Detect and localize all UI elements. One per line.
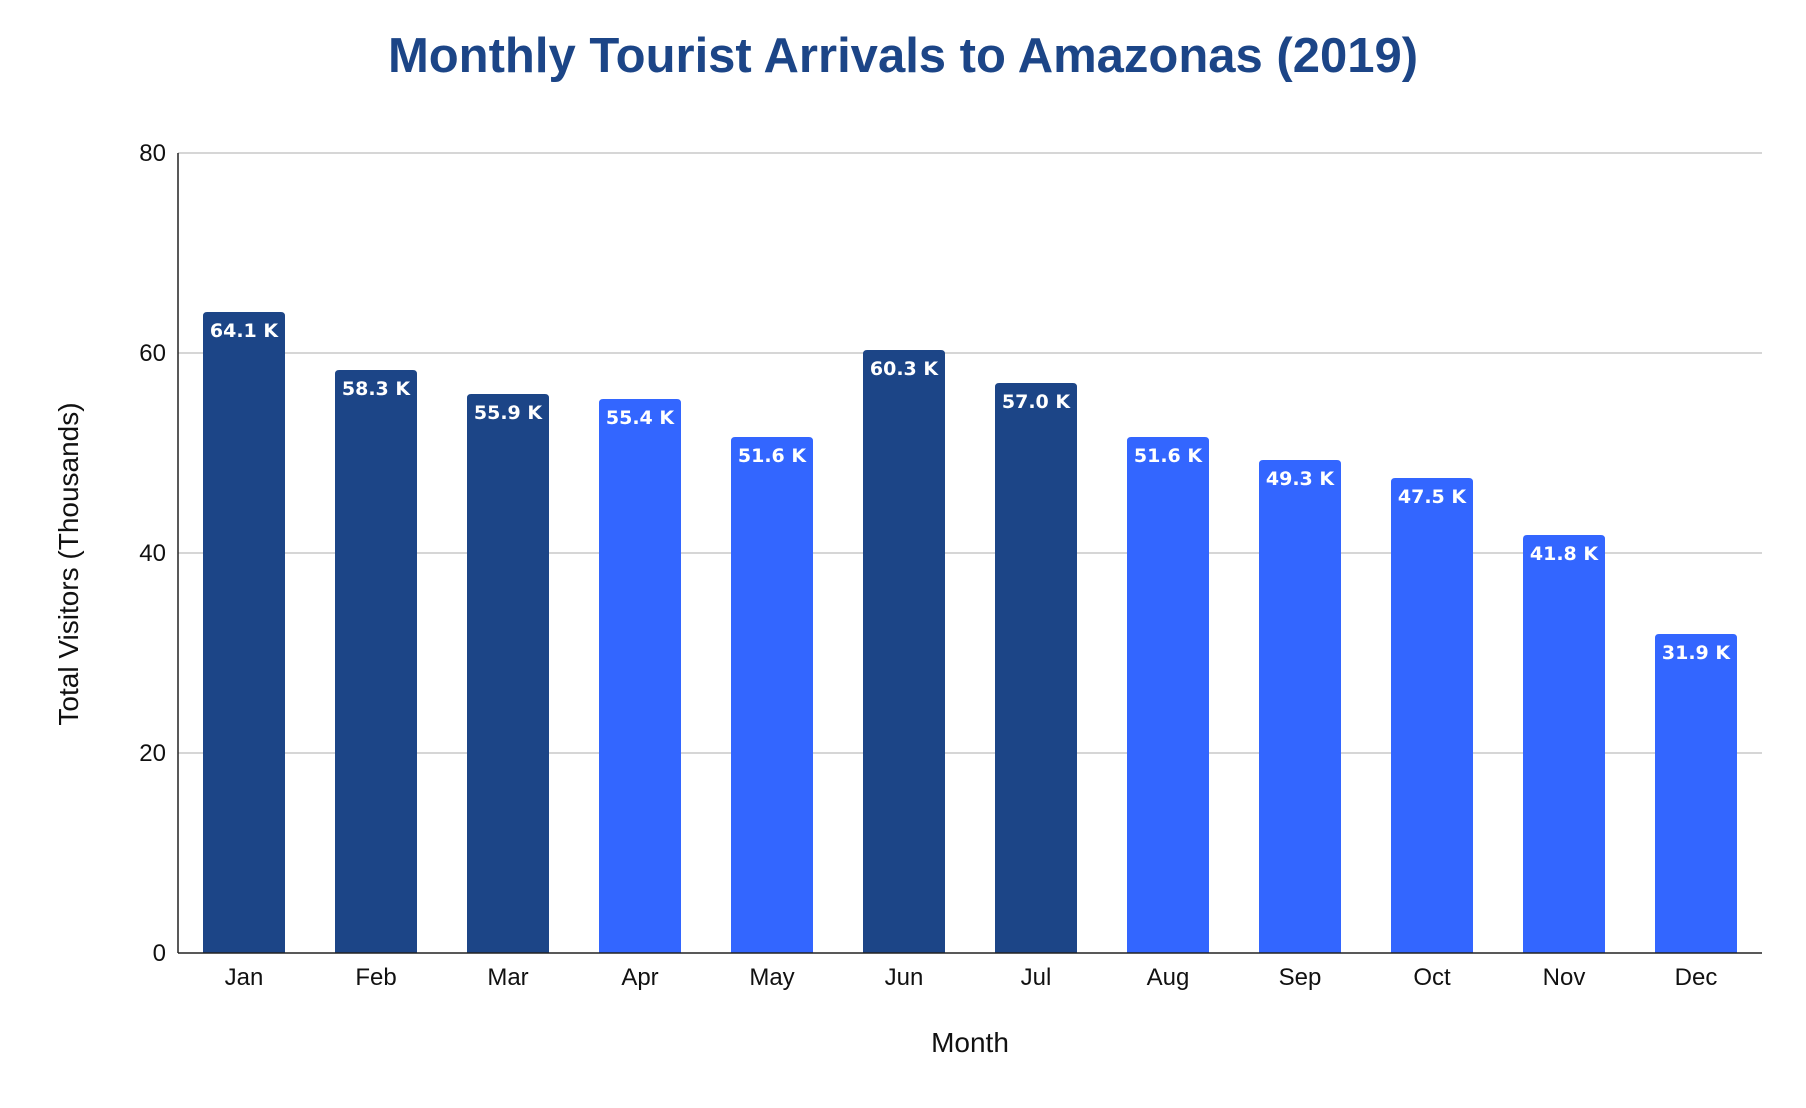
bar-jul: [995, 383, 1077, 953]
bar-may: [731, 437, 813, 953]
x-tick-label-may: May: [749, 964, 794, 991]
x-axis-title: Month: [931, 1027, 1009, 1058]
bar-apr: [599, 399, 681, 953]
bar-dec: [1655, 634, 1737, 953]
bar-mar: [467, 394, 549, 953]
bar-feb: [335, 370, 417, 953]
x-tick-label-aug: Aug: [1147, 964, 1190, 991]
bar-sep: [1259, 460, 1341, 953]
data-label-oct: 47.5 K: [1398, 486, 1467, 508]
data-label-feb: 58.3 K: [342, 378, 411, 400]
y-tick-label: 20: [139, 740, 166, 767]
data-label-may: 51.6 K: [738, 445, 807, 467]
y-tick-label: 80: [139, 140, 166, 167]
y-tick-label: 40: [139, 540, 166, 567]
bar-jan: [203, 312, 285, 953]
bars: [203, 312, 1737, 953]
bar-jun: [863, 350, 945, 953]
data-label-mar: 55.9 K: [474, 402, 543, 424]
data-label-jan: 64.1 K: [210, 320, 279, 342]
y-tick-label: 0: [153, 940, 166, 967]
x-tick-label-nov: Nov: [1543, 964, 1586, 991]
y-tick-label: 60: [139, 340, 166, 367]
data-label-jul: 57.0 K: [1002, 391, 1071, 413]
x-tick-label-sep: Sep: [1279, 964, 1322, 991]
data-label-nov: 41.8 K: [1530, 543, 1599, 565]
bar-nov: [1523, 535, 1605, 953]
x-tick-label-feb: Feb: [355, 964, 396, 991]
x-tick-label-jul: Jul: [1021, 964, 1052, 991]
gridlines: [178, 152, 1762, 754]
data-label-jun: 60.3 K: [870, 358, 939, 380]
x-tick-label-dec: Dec: [1675, 964, 1718, 991]
data-label-dec: 31.9 K: [1662, 642, 1731, 664]
chart-title: Monthly Tourist Arrivals to Amazonas (20…: [388, 29, 1418, 83]
data-label-aug: 51.6 K: [1134, 445, 1203, 467]
x-tick-label-mar: Mar: [487, 964, 528, 991]
x-tick-label-jan: Jan: [225, 964, 264, 991]
y-axis-title: Total Visitors (Thousands): [53, 402, 84, 725]
data-label-apr: 55.4 K: [606, 407, 675, 429]
data-label-sep: 49.3 K: [1266, 468, 1335, 490]
bar-aug: [1127, 437, 1209, 953]
x-tick-label-oct: Oct: [1413, 964, 1451, 991]
x-tick-label-apr: Apr: [621, 964, 658, 991]
x-tick-label-jun: Jun: [885, 964, 924, 991]
bar-oct: [1391, 478, 1473, 953]
axes: 0 20 40 60 80 Jan Feb Mar Apr May Jun Jul Aug Sep Oct N…: [139, 140, 1762, 991]
data-labels: 64.1 K 58.3 K 55.9 K 55.4 K 51.6 K 60.3 K 57.0…: [210, 320, 1731, 664]
